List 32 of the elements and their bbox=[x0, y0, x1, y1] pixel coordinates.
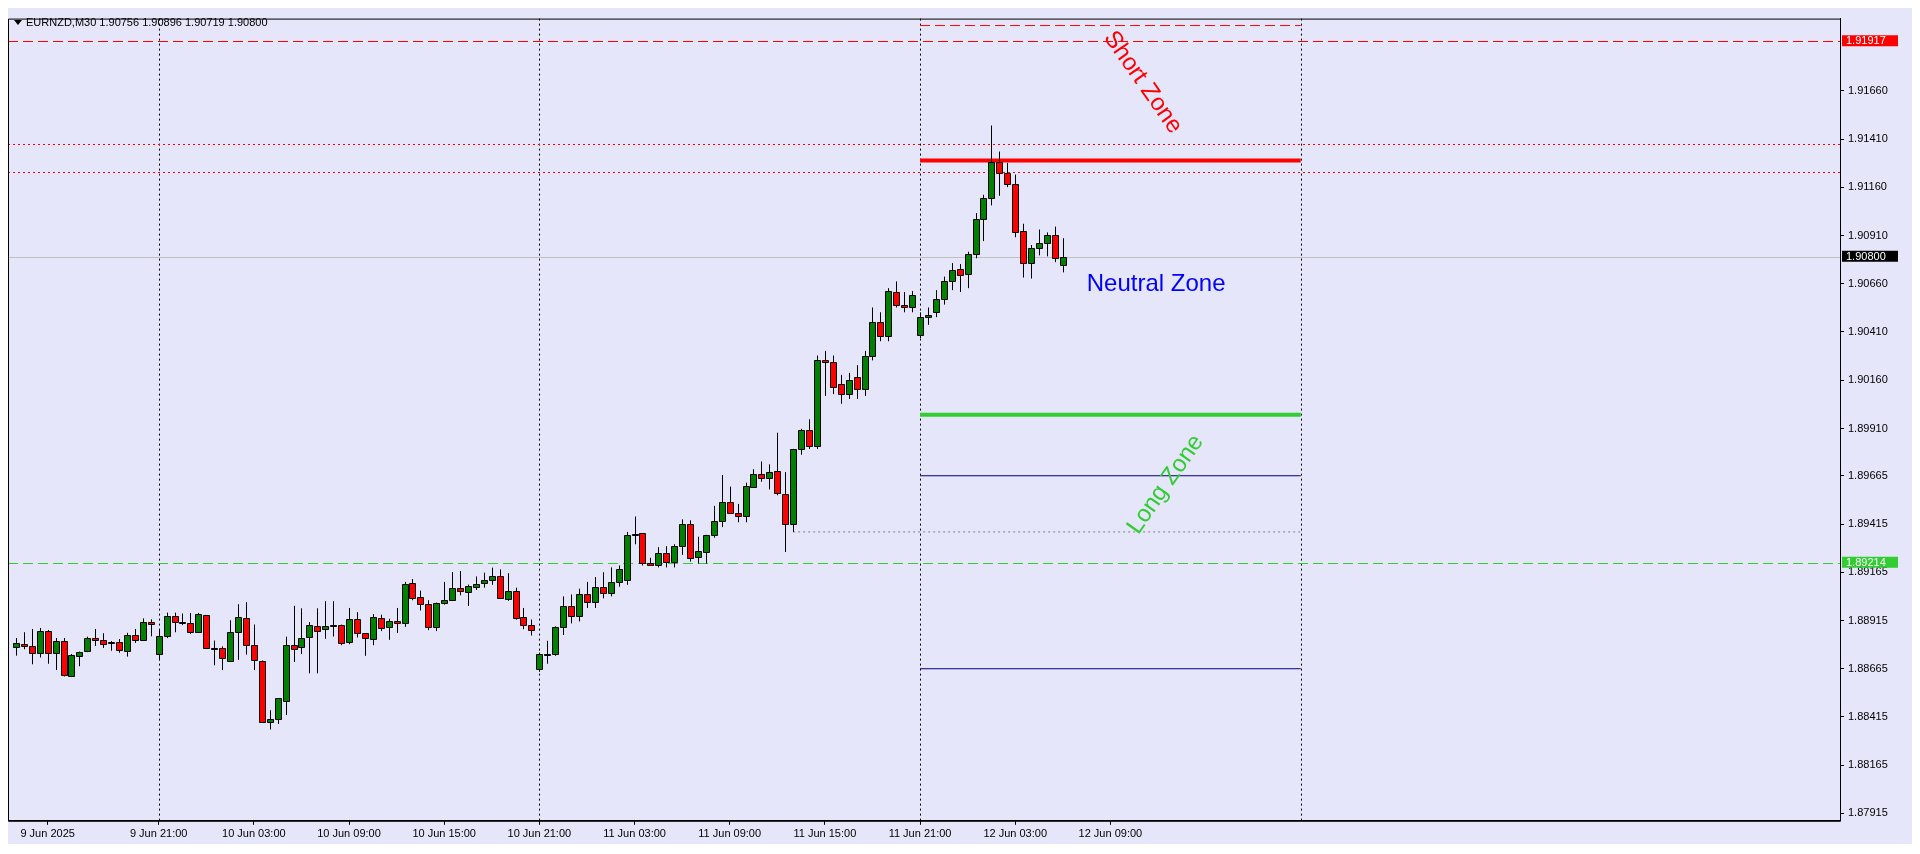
x-tick-label: 9 Jun 21:00 bbox=[129, 827, 188, 840]
y-tick-label: 1.87915 bbox=[1848, 806, 1888, 819]
y-tick-label: 1.90410 bbox=[1848, 325, 1888, 338]
y-tick-label: 1.91410 bbox=[1848, 132, 1888, 145]
ref-line-label: 1.89214 bbox=[1846, 555, 1886, 568]
x-tick-label: 11 Jun 21:00 bbox=[888, 827, 952, 840]
x-tick-label: 10 Jun 15:00 bbox=[412, 827, 476, 840]
x-tick-label: 12 Jun 09:00 bbox=[1078, 827, 1143, 840]
x-tick-label: 11 Jun 09:00 bbox=[698, 827, 762, 840]
y-tick-label: 1.88915 bbox=[1848, 613, 1888, 626]
x-tick-label: 10 Jun 09:00 bbox=[317, 827, 381, 840]
x-tick-label: 11 Jun 15:00 bbox=[793, 827, 857, 840]
y-tick-label: 1.89910 bbox=[1848, 421, 1888, 434]
x-tick-label: 10 Jun 21:00 bbox=[507, 827, 572, 840]
y-tick-label: 1.90910 bbox=[1848, 228, 1888, 241]
x-tick-label: 9 Jun 2025 bbox=[20, 827, 75, 840]
x-tick-label: 12 Jun 03:00 bbox=[983, 827, 1048, 840]
y-tick-label: 1.88165 bbox=[1848, 758, 1888, 771]
ref-line-label: 1.91917 bbox=[1846, 34, 1886, 47]
y-tick-label: 1.90660 bbox=[1848, 276, 1888, 289]
y-tick-label: 1.89415 bbox=[1848, 517, 1888, 530]
y-tick-label: 1.88665 bbox=[1848, 661, 1888, 674]
y-tick-label: 1.88415 bbox=[1848, 710, 1888, 723]
y-tick-label: 1.91160 bbox=[1848, 180, 1887, 193]
x-tick-label: 10 Jun 03:00 bbox=[222, 827, 286, 840]
y-tick-label: 1.89665 bbox=[1848, 468, 1888, 481]
y-tick-label: 1.89165 bbox=[1848, 565, 1888, 578]
annotation: Neutral Zone bbox=[1086, 268, 1226, 296]
ref-line-label: 1.90800 bbox=[1846, 249, 1886, 262]
y-tick-label: 1.90160 bbox=[1848, 373, 1888, 386]
y-tick-label: 1.91660 bbox=[1848, 83, 1888, 96]
x-tick-label: 11 Jun 03:00 bbox=[603, 827, 666, 840]
